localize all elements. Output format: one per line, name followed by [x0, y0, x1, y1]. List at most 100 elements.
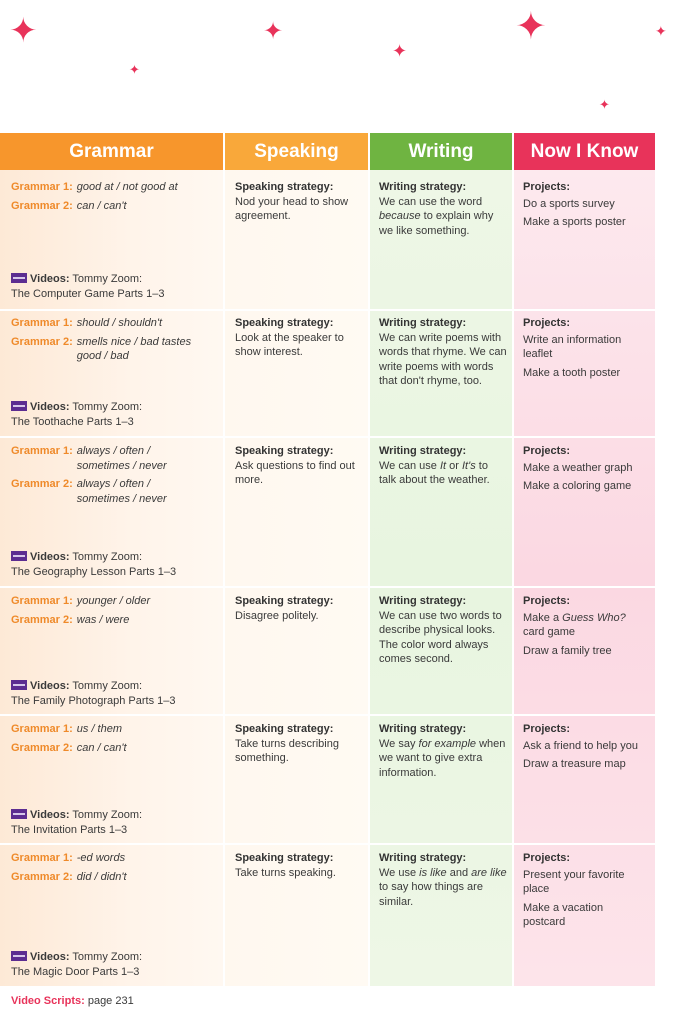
- grammar-item: Grammar 1: younger / older: [11, 594, 216, 609]
- writing-strategy-label: Writing strategy:: [379, 317, 467, 329]
- writing-text-part: to talk about the weather.: [379, 459, 490, 487]
- projects-label: Projects:: [523, 852, 571, 864]
- grammar-item: Grammar 2: always / often / sometimes / n…: [11, 477, 216, 506]
- project-text-part: card game: [523, 626, 575, 639]
- writing-text-part: We can use: [379, 459, 440, 472]
- video-title: The Magic Door Parts 1–3: [11, 965, 140, 978]
- grammar-cell: Grammar 1: younger / older Grammar 2: was /…: [11, 594, 216, 631]
- video-title: The Family Photograph Parts 1–3: [11, 694, 176, 707]
- projects-cell: Projects: Make a weather graph Make a colo…: [523, 444, 645, 498]
- project-text-part: Make a weather graph: [523, 461, 633, 474]
- writing-strategy-label: Writing strategy:: [379, 595, 467, 607]
- project-item: Draw a family tree: [523, 644, 645, 659]
- grammar-item-text: did / didn't: [76, 870, 127, 883]
- star-decoration: ✦: [263, 18, 284, 45]
- grammar-item-text: always / often / sometimes / never: [76, 445, 167, 472]
- writing-strategy-text: We can use two words to describe physica…: [379, 609, 507, 667]
- grammar-item-label: Grammar 1:: [11, 317, 73, 329]
- grammar-item-label: Grammar 2:: [11, 335, 73, 348]
- grammar-item: Grammar 1: us / them: [11, 722, 216, 737]
- speaking-cell: Speaking strategy: Nod your head to show …: [235, 180, 365, 224]
- writing-cell: Writing strategy: We use is like and are …: [379, 851, 507, 909]
- speaking-cell: Speaking strategy: Ask questions to find …: [235, 444, 365, 488]
- video-block: Videos: Tommy Zoom: The Family Photograph…: [11, 679, 216, 708]
- video-label: Videos:: [30, 680, 70, 692]
- grammar-item-label: Grammar 2:: [11, 870, 73, 883]
- bbc-icon: [11, 273, 27, 284]
- grammar-item-text: younger / older: [76, 595, 151, 607]
- star-decoration: ✦: [599, 97, 610, 112]
- grammar-item-label: Grammar 1:: [11, 181, 73, 193]
- video-series: Tommy Zoom:: [72, 680, 143, 692]
- grammar-item-text: us / them: [76, 723, 123, 735]
- video-label: Videos:: [30, 273, 70, 285]
- now-i-know-column-bg: [514, 170, 655, 986]
- star-decoration: ✦: [655, 23, 667, 39]
- project-item: Make a coloring game: [523, 479, 645, 494]
- project-text-part: Draw a family tree: [523, 644, 612, 657]
- row-divider: [0, 843, 655, 845]
- writing-strategy-text: We can use the word because to explain w…: [379, 195, 507, 239]
- projects-cell: Projects: Make a Guess Who? card game Draw…: [523, 594, 645, 662]
- grammar-item-label: Grammar 1:: [11, 852, 73, 864]
- speaking-cell: Speaking strategy: Take turns speaking.: [235, 851, 365, 880]
- grammar-cell: Grammar 1: us / them Grammar 2: can / can't: [11, 722, 216, 759]
- project-item: Make a sports poster: [523, 215, 645, 230]
- speaking-strategy-text: Nod your head to show agreement.: [235, 195, 349, 223]
- projects-label: Projects:: [523, 181, 571, 193]
- writing-cell: Writing strategy: We say for example when…: [379, 722, 507, 780]
- footer-label: Video Scripts:: [11, 995, 85, 1007]
- video-line: Videos: Tommy Zoom:: [11, 272, 216, 287]
- video-title: The Computer Game Parts 1–3: [11, 287, 165, 300]
- video-block: Videos: Tommy Zoom: The Magic Door Parts …: [11, 950, 216, 979]
- speaking-strategy-text: Take turns speaking.: [235, 866, 336, 879]
- project-text-part: Write an information leaflet: [523, 333, 622, 361]
- grammar-item-text: can / can't: [76, 199, 127, 212]
- grammar-item: Grammar 2: can / can't: [11, 199, 216, 214]
- speaking-strategy-label: Speaking strategy:: [235, 595, 334, 607]
- grammar-cell: Grammar 1: -ed words Grammar 2: did / didn'…: [11, 851, 216, 888]
- grammar-item: Grammar 2: smells nice / bad tastes good …: [11, 335, 216, 364]
- projects-label: Projects:: [523, 723, 571, 735]
- projects-label: Projects:: [523, 595, 571, 607]
- writing-strategy-label: Writing strategy:: [379, 445, 467, 457]
- writing-cell: Writing strategy: We can write poems with…: [379, 316, 507, 389]
- video-block: Videos: Tommy Zoom: The Geography Lesson …: [11, 550, 216, 579]
- now-i-know-header: Now I Know: [514, 133, 655, 170]
- grammar-item-label: Grammar 2:: [11, 478, 73, 491]
- writing-header: Writing: [370, 133, 512, 170]
- grammar-item-label: Grammar 2:: [11, 199, 73, 212]
- project-text-part: Do a sports survey: [523, 197, 615, 210]
- writing-emphasis: because: [379, 210, 421, 223]
- video-series: Tommy Zoom:: [72, 551, 143, 563]
- projects-label: Projects:: [523, 445, 571, 457]
- speaking-strategy-label: Speaking strategy:: [235, 445, 334, 457]
- project-text-part: Present your favorite place: [523, 868, 625, 896]
- writing-cell: Writing strategy: We can use It or It's t…: [379, 444, 507, 488]
- writing-emphasis: is like: [419, 866, 447, 879]
- writing-text-part: to say how things are similar.: [379, 881, 483, 908]
- writing-strategy-text: We can write poems with words that rhyme…: [379, 331, 507, 389]
- writing-strategy-text: We say for example when we want to give …: [379, 737, 507, 781]
- writing-text-part: to explain why we like something.: [379, 210, 494, 237]
- video-title: The Geography Lesson Parts 1–3: [11, 565, 177, 578]
- grammar-item-text: -ed words: [76, 852, 126, 864]
- project-item: Do a sports survey: [523, 197, 645, 212]
- writing-strategy-text: We can use It or It's to talk about the …: [379, 459, 507, 488]
- grammar-item: Grammar 1: always / often / sometimes / n…: [11, 444, 216, 473]
- grammar-cell: Grammar 1: good at / not good at Grammar 2…: [11, 180, 216, 217]
- projects-cell: Projects: Do a sports survey Make a sports…: [523, 180, 645, 234]
- project-item: Make a weather graph: [523, 461, 645, 476]
- grammar-item: Grammar 1: good at / not good at: [11, 180, 216, 195]
- grammar-item-text: smells nice / bad tastes good / bad: [76, 335, 192, 363]
- writing-text-part: We can use the word: [379, 195, 483, 208]
- project-item: Write an information leaflet: [523, 333, 645, 362]
- project-text-part: Make a tooth poster: [523, 366, 621, 379]
- writing-column-bg: [370, 170, 512, 986]
- video-title: The Toothache Parts 1–3: [11, 415, 134, 428]
- speaking-header: Speaking: [225, 133, 368, 170]
- grammar-header: Grammar: [0, 133, 223, 170]
- bbc-icon: [11, 680, 27, 691]
- video-line: Videos: Tommy Zoom:: [11, 550, 216, 565]
- writing-cell: Writing strategy: We can use two words to…: [379, 594, 507, 667]
